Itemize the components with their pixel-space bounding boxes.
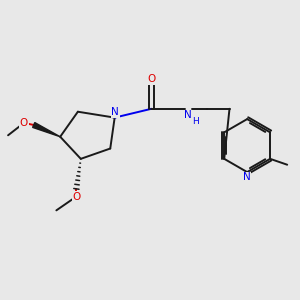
- Text: H: H: [193, 117, 199, 126]
- Polygon shape: [33, 123, 60, 137]
- Text: O: O: [147, 74, 156, 84]
- Text: N: N: [243, 172, 250, 182]
- Text: O: O: [20, 118, 28, 128]
- Text: N: N: [111, 107, 119, 117]
- Text: N: N: [184, 110, 192, 120]
- Text: O: O: [72, 191, 80, 202]
